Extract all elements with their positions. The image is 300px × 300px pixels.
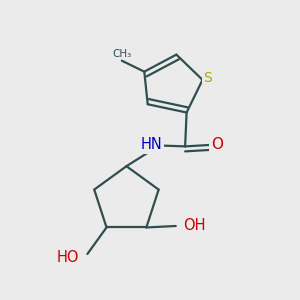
Text: CH₃: CH₃ bbox=[112, 49, 131, 59]
Text: OH: OH bbox=[183, 218, 206, 233]
Text: HO: HO bbox=[57, 250, 79, 265]
Text: O: O bbox=[211, 137, 223, 152]
Text: HN: HN bbox=[141, 137, 163, 152]
Text: S: S bbox=[203, 71, 212, 85]
